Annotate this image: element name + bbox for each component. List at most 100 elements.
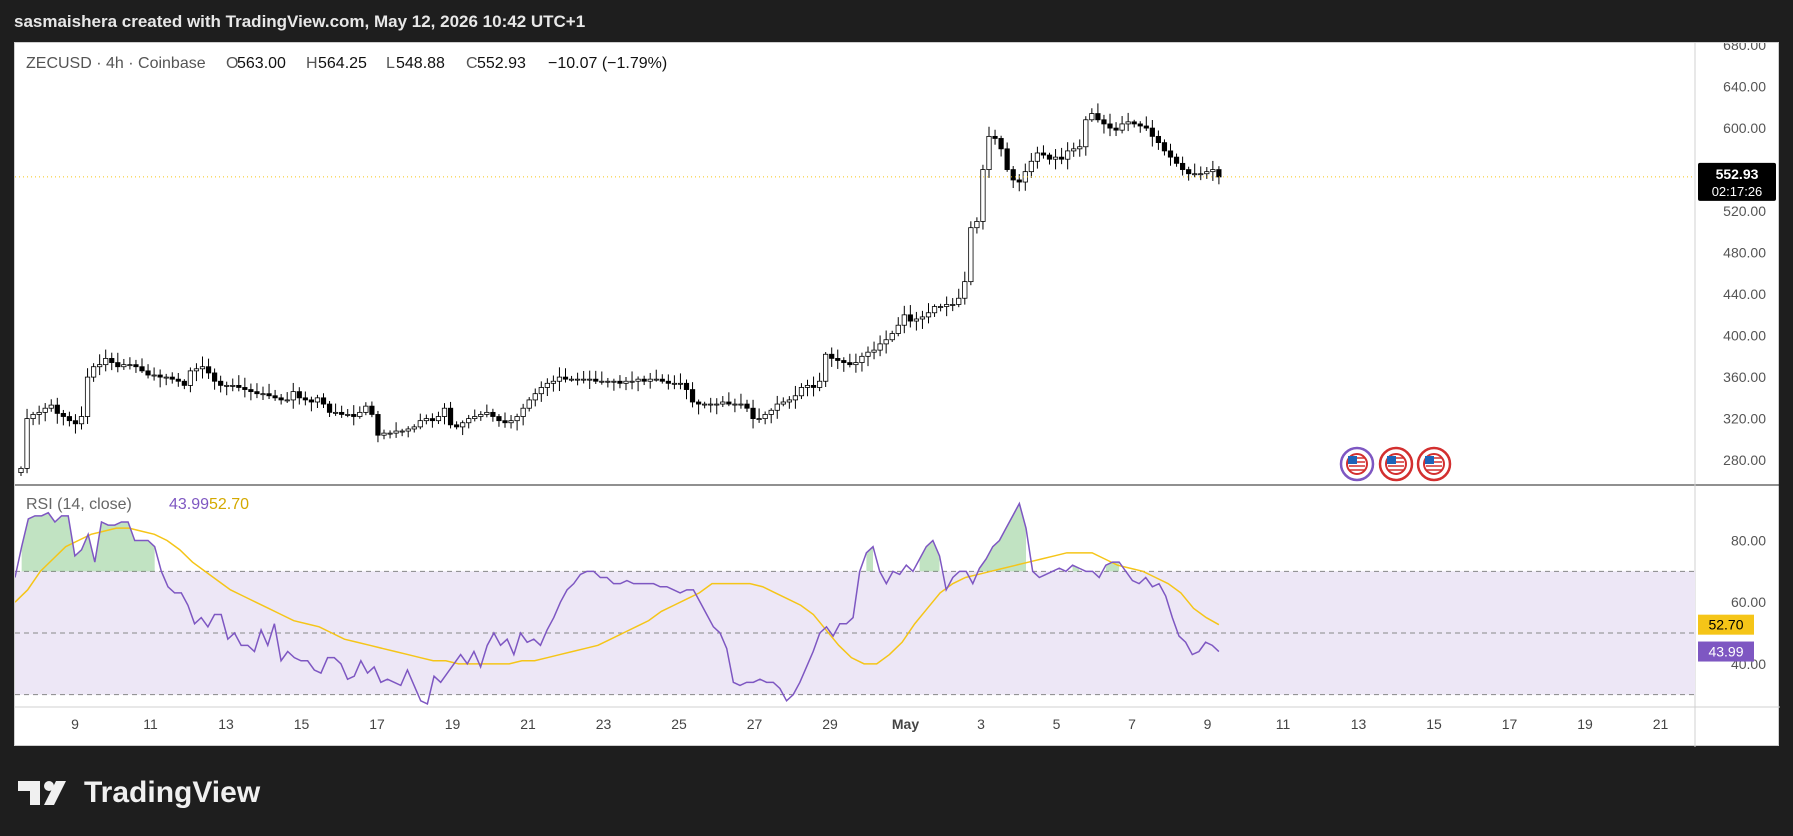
candle-body — [1204, 171, 1210, 175]
candle-body — [581, 378, 587, 381]
time-axis-tick-label: 27 — [747, 716, 763, 732]
candle-body — [357, 411, 363, 417]
last-price-badge — [1698, 162, 1776, 201]
candle-body — [853, 362, 859, 366]
time-axis-tick-label: May — [892, 716, 919, 732]
chart-canvas[interactable]: 280.00320.00360.00400.00440.00480.00520.… — [15, 43, 1780, 747]
candle-body — [103, 358, 109, 366]
rsi-legend-title: RSI (14, close) — [26, 496, 132, 513]
candle-body — [798, 387, 805, 397]
candle-body — [689, 389, 696, 403]
candle-body — [925, 312, 932, 318]
rsi-line — [15, 501, 1220, 705]
attribution-text: sasmaishera created with TradingView.com… — [14, 12, 586, 31]
candle-body — [907, 314, 913, 322]
candle-body — [901, 314, 907, 326]
candle-body — [1137, 123, 1143, 127]
candle-body — [1216, 169, 1222, 178]
candle-body — [308, 399, 315, 403]
price-axis-tick-label: 280.00 — [1723, 452, 1766, 468]
candle-body — [677, 382, 684, 385]
candle-body — [411, 426, 417, 430]
candle-body — [218, 380, 224, 386]
candle-body — [508, 420, 514, 424]
attribution-bar: sasmaishera created with TradingView.com… — [0, 0, 1793, 42]
candle-body — [829, 353, 835, 359]
price-pane[interactable] — [15, 43, 1695, 485]
candle-body — [629, 380, 635, 383]
candle-body — [66, 416, 73, 422]
candle-body — [345, 414, 351, 416]
candle-body — [466, 418, 472, 424]
candle-body — [605, 380, 611, 383]
rsi-ma-badge-value: 52.70 — [1708, 617, 1743, 633]
candle-body — [199, 366, 206, 370]
rsi-overbought-fill — [21, 503, 1120, 572]
candle-body — [774, 403, 780, 411]
time-axis-tick-label: 3 — [977, 716, 985, 732]
candle-body — [224, 384, 230, 387]
candle-body — [1180, 162, 1186, 170]
candle-body — [938, 306, 944, 308]
candle-body — [320, 397, 327, 405]
rsi-badge-value: 43.99 — [1708, 644, 1743, 660]
candle-body — [1095, 113, 1101, 121]
legend-low-label: L — [386, 55, 395, 72]
candle-body — [587, 378, 593, 381]
candle-body — [381, 432, 387, 436]
candle-body — [659, 378, 665, 382]
tradingview-logo[interactable]: TradingView — [18, 776, 260, 810]
candle-body — [1119, 123, 1125, 131]
price-axis-tick-label: 360.00 — [1723, 369, 1766, 385]
candle-body — [91, 366, 97, 378]
candle-body — [54, 404, 60, 414]
candle-body — [617, 380, 623, 384]
candle-body — [532, 393, 538, 401]
candle-body — [871, 349, 877, 353]
chart-frame[interactable]: 280.00 320.00 360.00 400.00 440.00 480.00 520.… — [14, 42, 1780, 747]
legend-open-value: 563.00 — [237, 55, 286, 72]
candle-body — [60, 413, 66, 417]
legend-close-value: 552.93 — [477, 55, 526, 72]
candle-body — [1046, 154, 1053, 160]
candle-body — [351, 414, 357, 417]
price-axis-tick-label: 400.00 — [1723, 328, 1766, 344]
time-axis-tick-label: 21 — [520, 716, 536, 732]
rsi-legend-rsi-value: 43.99 — [169, 496, 209, 513]
flag-canton — [1425, 456, 1434, 464]
candle-body — [841, 360, 847, 363]
time-axis-tick-label: 11 — [1276, 716, 1291, 732]
legend-high-label: H — [306, 55, 318, 72]
time-axis-tick-label: 17 — [369, 716, 385, 732]
time-axis-tick-label: 7 — [1128, 716, 1136, 732]
candle-body — [1034, 152, 1041, 162]
candle-body — [417, 420, 423, 428]
candle-body — [1167, 150, 1174, 158]
candle-body — [272, 395, 278, 399]
rsi-axis-tick-label: 80.00 — [1731, 533, 1766, 549]
candle-body — [599, 380, 605, 383]
candle-body — [641, 378, 647, 382]
candle-body — [847, 362, 853, 366]
candle-body — [447, 407, 454, 426]
legend-high-value: 564.25 — [318, 55, 367, 72]
candle-body — [169, 376, 175, 380]
candle-body — [1089, 113, 1095, 121]
legend-close-label: C — [466, 55, 478, 72]
rsi-badge — [1698, 641, 1754, 662]
candle-body — [702, 403, 708, 406]
candle-body — [187, 370, 193, 386]
candle-body — [744, 403, 750, 409]
price-axis-tick-label: 480.00 — [1723, 245, 1766, 261]
candle-body — [575, 378, 581, 381]
candle-body — [363, 405, 369, 413]
candle-body — [1004, 148, 1010, 170]
candle-body — [1083, 119, 1089, 148]
candle-body — [121, 364, 127, 368]
candle-body — [211, 372, 218, 382]
candle-body — [750, 407, 756, 419]
candle-body — [326, 403, 333, 413]
candle-body — [714, 403, 720, 406]
legend-low-value: 548.88 — [396, 55, 445, 72]
candle-body — [399, 430, 405, 433]
